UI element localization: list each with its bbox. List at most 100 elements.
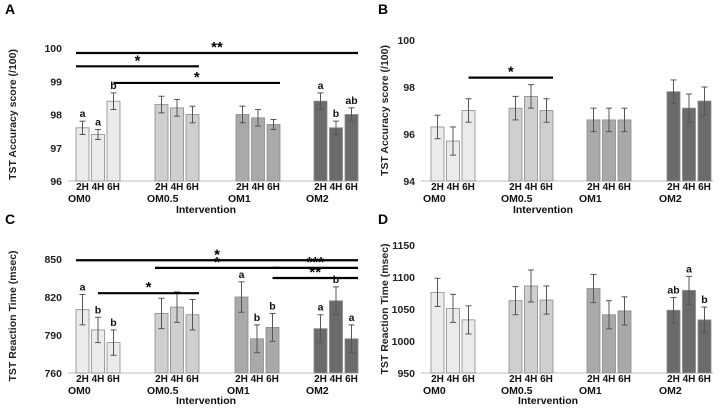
significance-stars: * [194, 69, 200, 86]
x-tick-label: 2H [236, 182, 249, 193]
group-label: OM2 [659, 193, 682, 205]
significance-bracket: * [98, 279, 199, 296]
y-axis-label: TST Accuracy score (/100) [379, 45, 391, 176]
group-label: OM1 [579, 385, 602, 397]
x-tick-label: 2H [509, 182, 522, 193]
x-tick-label: 6H [266, 374, 279, 385]
panel-letter: A [5, 1, 15, 17]
bar-om2-2h [313, 100, 328, 182]
x-tick-label: 4H [447, 182, 460, 193]
y-axis-label: TST Reaction Time (msec) [7, 250, 19, 381]
x-tick-label: 6H [186, 182, 199, 193]
error-bar [317, 314, 324, 344]
error-bar [348, 107, 355, 122]
y-tick-label: 99 [50, 76, 62, 88]
x-tick-label: 2H [314, 374, 327, 385]
significance-bracket: * [468, 64, 553, 81]
x-tick-label: 6H [267, 182, 280, 193]
y-tick-label: 94 [403, 176, 415, 188]
x-tick-label: 2H [155, 182, 168, 193]
significance-letter: ab [667, 284, 679, 296]
error-bar [606, 300, 612, 330]
error-bar [189, 299, 196, 331]
x-tick-label: 4H [447, 374, 460, 385]
panel-letter: D [378, 211, 388, 227]
x-axis-label: Intervention [513, 204, 573, 216]
group-label: OM2 [659, 385, 682, 397]
error-bar [701, 306, 708, 334]
x-tick-label: 6H [107, 182, 120, 193]
y-tick-label: 100 [44, 43, 62, 55]
y-tick-label: 850 [44, 254, 62, 266]
bar-om0-5-4h [170, 107, 184, 182]
x-tick-label: 4H [603, 182, 616, 193]
significance-letter: a [239, 269, 245, 281]
significance-letter: a [80, 281, 86, 293]
error-bar [450, 293, 456, 323]
error-bar [528, 269, 534, 303]
x-tick-label: 4H [525, 374, 538, 385]
x-axis-label: Intervention [176, 395, 236, 407]
error-bar [512, 95, 519, 121]
error-bar [450, 126, 456, 156]
panel-d: D TST Reaction Time (msec) 950 1000 1050 1100… [378, 211, 713, 407]
group-label: OM1 [579, 193, 602, 205]
significance-letter: b [95, 304, 101, 316]
error-bar [254, 324, 260, 354]
group-label: OM1 [227, 385, 250, 397]
x-tick-label: 6H [540, 182, 553, 193]
error-bar [543, 98, 550, 123]
error-bar [670, 79, 677, 104]
x-tick-label: 4H [603, 374, 616, 385]
x-tick-label: 4H [92, 374, 105, 385]
x-tick-label: 6H [462, 374, 475, 385]
significance-stars: ** [211, 39, 223, 56]
bar-om0-5-2h [154, 104, 169, 182]
significance-letter: a [686, 263, 692, 275]
significance-stars: * [214, 254, 220, 271]
x-tick-label: 6H [107, 374, 120, 385]
x-axis-label: Intervention [176, 204, 236, 216]
error-bar [434, 114, 441, 140]
x-tick-label: 6H [462, 182, 475, 193]
group-label: OM0.5 [501, 385, 533, 397]
x-tick-label: 2H [76, 182, 89, 193]
x-tick-label: 4H [683, 182, 696, 193]
significance-letter: a [318, 80, 324, 92]
error-bar [79, 293, 86, 326]
x-tick-label: 6H [618, 182, 631, 193]
y-tick-label: 96 [50, 176, 62, 188]
error-bar [238, 281, 245, 313]
x-tick-label: 4H [683, 374, 696, 385]
error-bar [79, 120, 86, 135]
y-tick-label: 950 [397, 368, 415, 380]
y-tick-label: 97 [50, 143, 62, 155]
significance-letter: b [269, 300, 275, 312]
x-tick-label: 6H [540, 374, 553, 385]
significance-stars: * [508, 64, 514, 81]
significance-stars: *** [306, 254, 324, 271]
x-tick-label: 2H [667, 182, 680, 193]
significance-bracket: * [155, 254, 279, 271]
x-tick-label: 2H [235, 374, 248, 385]
significance-bracket: ** [272, 264, 358, 281]
significance-bracket: ** [76, 39, 358, 56]
x-tick-label: 6H [345, 182, 358, 193]
x-tick-label: 6H [345, 374, 358, 385]
error-bar [158, 297, 165, 330]
error-bar [512, 286, 519, 316]
error-bar [590, 107, 597, 133]
significance-letter: a [318, 302, 324, 314]
x-tick-label: 4H [92, 182, 105, 193]
panel-letter: B [378, 1, 388, 17]
bar-om0-6h [106, 100, 121, 182]
significance-letter: b [254, 312, 260, 324]
x-tick-label: 6H [698, 182, 711, 193]
x-tick-label: 4H [252, 182, 265, 193]
error-bar [686, 93, 692, 123]
y-tick-label: 1150 [392, 240, 415, 252]
y-axis-label: TST Accuracy score (/100) [7, 49, 19, 180]
error-bar [333, 120, 339, 135]
bar-om2-6h [344, 114, 359, 182]
